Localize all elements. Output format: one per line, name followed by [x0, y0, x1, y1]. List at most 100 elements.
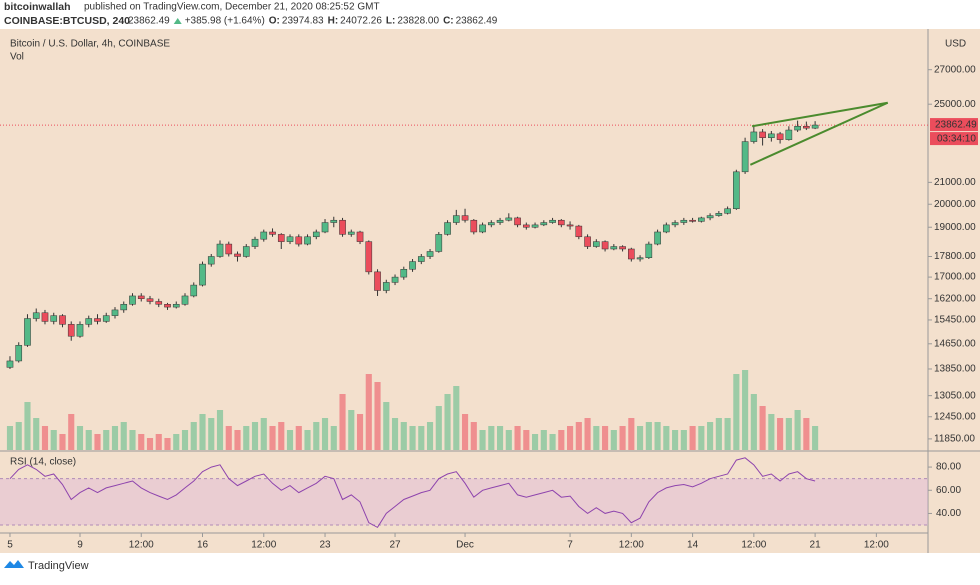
- volume-bar: [164, 438, 171, 450]
- candle-body: [522, 224, 530, 228]
- candle-body: [120, 304, 128, 311]
- volume-bar: [637, 426, 644, 450]
- candle-body: [111, 309, 119, 316]
- volume-bar: [225, 426, 232, 450]
- ohlc-value: 23862.49: [456, 16, 498, 27]
- candle-body: [645, 243, 653, 258]
- rsi-label: RSI (14, close): [10, 457, 76, 468]
- x-tick-label: 7: [567, 540, 573, 551]
- volume-bar: [383, 402, 390, 450]
- candle-body: [479, 224, 486, 233]
- volume-bar: [593, 426, 600, 450]
- volume-bar: [540, 430, 547, 450]
- candle-body: [321, 222, 329, 233]
- volume-bar: [715, 418, 722, 450]
- candle-body: [164, 304, 171, 308]
- brand-logo: [4, 560, 24, 568]
- candle-body: [601, 241, 609, 250]
- volume-bar: [628, 418, 635, 450]
- candle-body: [566, 224, 574, 227]
- y-tick-label: 17800.00: [934, 251, 976, 262]
- ohlc-value: 24072.26: [340, 16, 382, 27]
- candle-body: [94, 318, 101, 322]
- rsi-line: [9, 457, 816, 529]
- volume-bar: [567, 426, 574, 450]
- y-tick-label: 13850.00: [934, 364, 976, 375]
- volume-bar: [794, 410, 801, 450]
- volume-bar: [654, 422, 661, 450]
- volume-bar: [68, 414, 75, 450]
- candle-body: [260, 231, 268, 240]
- volume-bar: [785, 418, 792, 450]
- candle-body: [417, 256, 425, 262]
- volume-bar: [680, 430, 687, 450]
- y-tick-label: 12450.00: [934, 411, 976, 422]
- x-tick-label: 12:00: [619, 540, 644, 551]
- candle-body: [295, 236, 303, 245]
- candle-body: [199, 263, 206, 286]
- volume-bar: [742, 370, 749, 450]
- volume-bar: [295, 426, 302, 450]
- candle-body: [382, 282, 390, 291]
- volume-bar: [269, 426, 276, 450]
- candle-body: [304, 236, 311, 245]
- volume-bar: [50, 430, 57, 450]
- volume-bar: [129, 430, 136, 450]
- candle-body: [32, 312, 40, 319]
- candle-body: [234, 253, 241, 257]
- candle-body: [715, 213, 723, 216]
- candle-body: [461, 215, 469, 221]
- x-tick-label: 21: [810, 540, 822, 551]
- volume-bar: [610, 430, 617, 450]
- volume-bar: [173, 434, 180, 450]
- candle-body: [540, 222, 548, 226]
- candle-body: [137, 295, 145, 299]
- ohlc-label: L:: [386, 16, 395, 27]
- candle-body: [803, 126, 810, 129]
- candle-body: [365, 241, 373, 273]
- volume-bar: [505, 430, 512, 450]
- chart-background: [0, 29, 980, 553]
- candle-body: [41, 312, 49, 322]
- volume-bar: [313, 422, 320, 450]
- volume-bar: [645, 422, 652, 450]
- candle-body: [277, 234, 285, 242]
- volume-bar: [672, 430, 679, 450]
- volume-bar: [155, 434, 162, 450]
- volume-bar: [724, 418, 731, 450]
- candle-body: [505, 217, 513, 221]
- published-text: published on TradingView.com, December 2…: [84, 2, 380, 13]
- y-tick-label: 13050.00: [934, 390, 976, 401]
- volume-bar: [6, 426, 14, 450]
- x-tick-label: 14: [687, 540, 699, 551]
- countdown: 03:34:10: [937, 134, 976, 145]
- x-tick-label: Dec: [456, 540, 474, 551]
- volume-bar: [243, 426, 250, 450]
- header-change: +385.98 (+1.64%): [185, 16, 265, 27]
- candle-body: [190, 284, 198, 297]
- x-tick-label: 27: [389, 540, 401, 551]
- publisher: bitcoinwallah: [4, 1, 71, 13]
- volume-bar: [496, 426, 504, 450]
- volume-bar: [426, 422, 434, 450]
- volume-bar: [234, 430, 241, 450]
- candle-body: [811, 124, 819, 129]
- candle-body: [102, 315, 110, 322]
- volume-bar: [777, 418, 784, 450]
- brand: TradingView: [28, 560, 89, 572]
- candle-body: [698, 217, 705, 222]
- candle-body: [452, 215, 460, 223]
- rsi-tick-label: 80.00: [936, 462, 961, 473]
- candle-body: [400, 269, 408, 278]
- volume-bar: [330, 426, 337, 450]
- candle-body: [593, 241, 600, 247]
- volume-bar: [707, 422, 714, 450]
- volume-bar: [400, 422, 407, 450]
- candle-body: [426, 251, 434, 257]
- trend-line: [751, 101, 888, 128]
- x-tick-label: 12:00: [741, 540, 766, 551]
- ohlc-label: H:: [328, 16, 339, 27]
- volume-bar: [356, 414, 364, 450]
- last-price-label: 23862.49: [935, 120, 977, 131]
- ohlc-value: 23974.83: [282, 16, 324, 27]
